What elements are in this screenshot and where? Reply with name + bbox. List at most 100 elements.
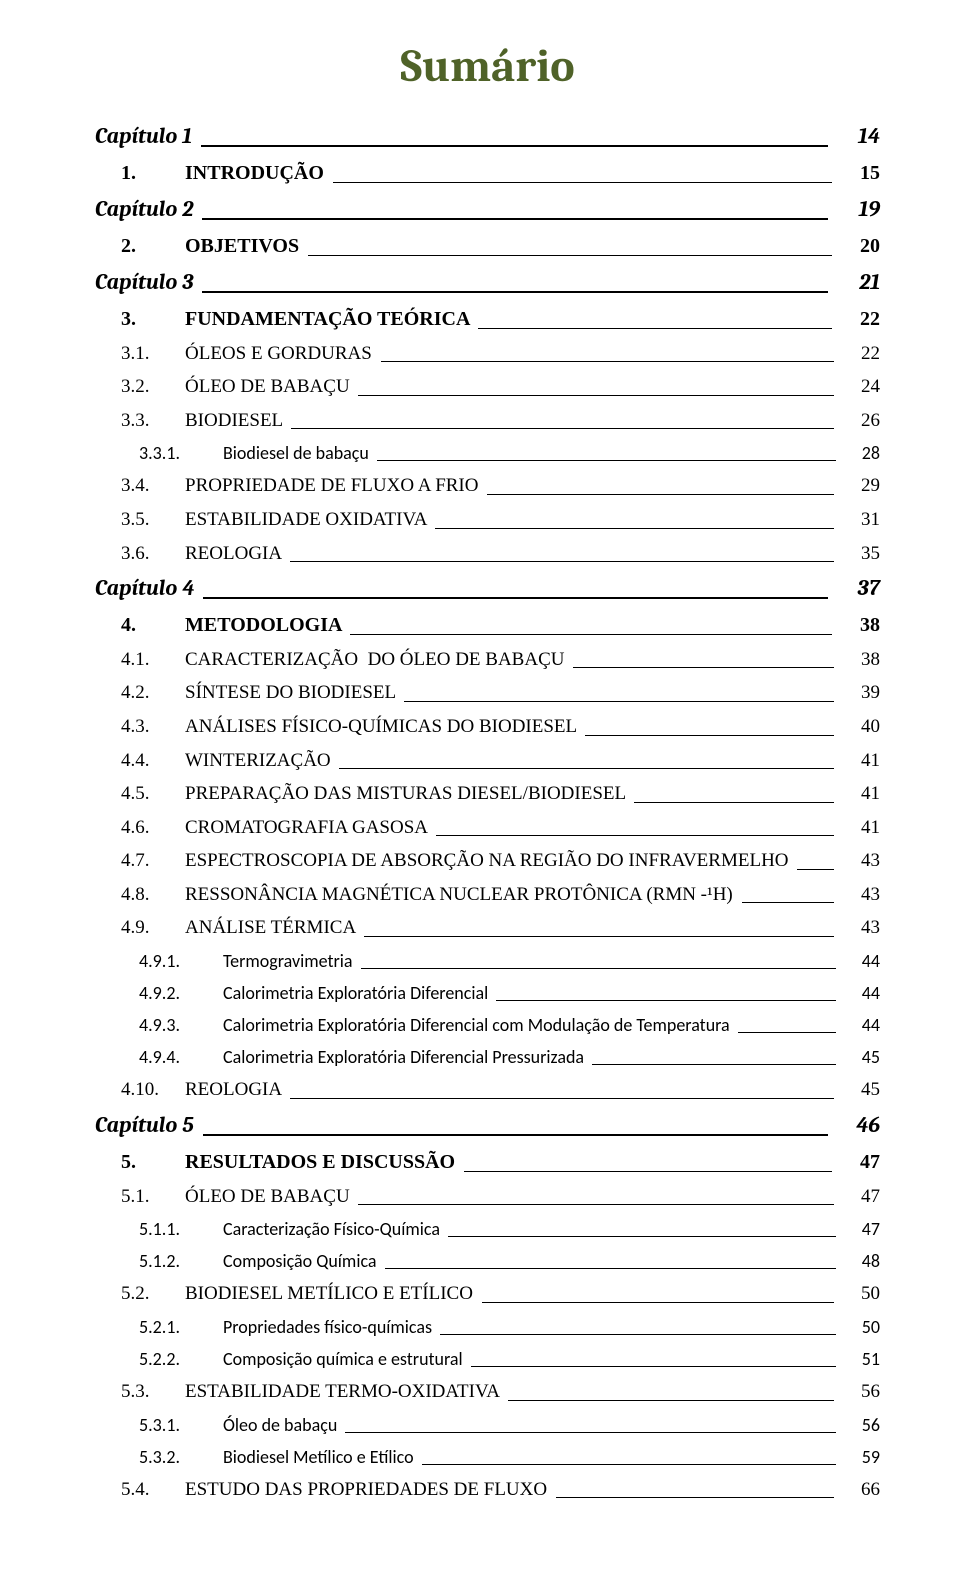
- toc-entry-page: 26: [838, 407, 880, 435]
- toc-entry-text: OBJETIVOS: [185, 235, 304, 257]
- toc-entry-label: Capítulo 2: [95, 194, 198, 226]
- toc-entry: 3.3.BIODIESEL 26: [121, 407, 880, 435]
- toc-entry-page: 14: [832, 121, 880, 153]
- toc-entry-number: 4.8.: [121, 881, 185, 909]
- toc-entry-number: 3.3.1.: [139, 440, 223, 466]
- toc-entry-page: 44: [840, 1012, 880, 1038]
- toc-entry: 4.9.2.Calorimetria Exploratória Diferenc…: [139, 980, 880, 1006]
- toc-entry-text: PREPARAÇÃO DAS MISTURAS DIESEL/BIODIESEL: [185, 783, 630, 804]
- toc-entry-label: Capítulo 5: [95, 1110, 199, 1142]
- toc-leader: [436, 835, 834, 836]
- toc-entry-page: 50: [838, 1280, 880, 1308]
- toc-entry-page: 38: [838, 646, 880, 674]
- toc-leader: [202, 218, 827, 220]
- toc-entry-text: RESSONÂNCIA MAGNÉTICA NUCLEAR PROTÔNICA …: [185, 884, 738, 905]
- toc-entry: 4.1.CARACTERIZAÇÃO DO ÓLEO DE BABAÇU 38: [121, 646, 880, 674]
- toc-leader: [385, 1268, 837, 1269]
- toc-entry-number: 1.: [121, 159, 185, 188]
- toc-leader: [350, 634, 832, 635]
- toc-entry: Capítulo 2 19: [95, 194, 880, 226]
- toc-entry-page: 51: [840, 1346, 880, 1372]
- toc-entry: 5.1.ÓLEO DE BABAÇU 47: [121, 1183, 880, 1211]
- toc-entry-text: BIODIESEL METÍLICO E ETÍLICO: [185, 1283, 478, 1304]
- toc-leader: [508, 1400, 835, 1401]
- toc-entry-number: 3.: [121, 305, 185, 334]
- toc-entry-label: 4.2.SÍNTESE DO BIODIESEL: [121, 679, 400, 707]
- toc-entry-label: 3.FUNDAMENTAÇÃO TEÓRICA: [121, 305, 474, 334]
- toc-entry: 5.RESULTADOS E DISCUSSÃO 47: [121, 1148, 880, 1177]
- toc-entry-page: 41: [838, 814, 880, 842]
- toc-entry-text: Caracterização Físico-Química: [223, 1218, 444, 1240]
- toc-entry-label: 2.OBJETIVOS: [121, 232, 304, 261]
- toc-entry-label: 5.1.2.Composição Química: [139, 1248, 381, 1274]
- toc-entry-text: FUNDAMENTAÇÃO TEÓRICA: [185, 308, 474, 330]
- toc-entry-label: 4.5.PREPARAÇÃO DAS MISTURAS DIESEL/BIODI…: [121, 780, 630, 808]
- toc-entry-number: 4.: [121, 611, 185, 640]
- toc-entry-text: REOLOGIA: [185, 1079, 286, 1100]
- toc-leader: [290, 1098, 834, 1099]
- toc-entry: 4.METODOLOGIA 38: [121, 611, 880, 640]
- toc-entry: 4.10.REOLOGIA 45: [121, 1076, 880, 1104]
- toc-entry-label: 5.3.1.Óleo de babaçu: [139, 1412, 341, 1438]
- toc-page: Sumário Capítulo 1 141.INTRODUÇÃO 15Capí…: [0, 0, 960, 1569]
- toc-entry: 4.8.RESSONÂNCIA MAGNÉTICA NUCLEAR PROTÔN…: [121, 881, 880, 909]
- toc-entry-number: 5.: [121, 1148, 185, 1177]
- toc-entry: 5.1.2.Composição Química 48: [139, 1248, 880, 1274]
- toc-leader: [464, 1171, 832, 1172]
- toc-leader: [471, 1366, 837, 1367]
- toc-entry-text: ESTUDO DAS PROPRIEDADES DE FLUXO: [185, 1479, 552, 1500]
- toc-entry-text: Biodiesel de babaçu: [223, 442, 373, 464]
- toc-entry-text: METODOLOGIA: [185, 614, 346, 636]
- toc-entry-page: 40: [838, 713, 880, 741]
- toc-leader: [364, 936, 834, 937]
- toc-entry-number: 3.5.: [121, 506, 185, 534]
- toc-entry-text: PROPRIEDADE DE FLUXO A FRIO: [185, 475, 483, 496]
- toc-entry-text: ESTABILIDADE TERMO-OXIDATIVA: [185, 1381, 504, 1402]
- toc-entry: 3.1.ÓLEOS E GORDURAS 22: [121, 340, 880, 368]
- toc-entry-page: 46: [832, 1110, 880, 1142]
- toc-entry-label: 5.3.2.Biodiesel Metílico e Etílico: [139, 1444, 418, 1470]
- toc-entry-text: ÓLEO DE BABAÇU: [185, 376, 354, 397]
- toc-entry-number: 4.1.: [121, 646, 185, 674]
- toc-entry-label: 3.6.REOLOGIA: [121, 540, 286, 568]
- toc-entry-page: 31: [838, 506, 880, 534]
- toc-entry: 5.2.1.Propriedades físico-químicas 50: [139, 1314, 880, 1340]
- toc-entry-label: 5.RESULTADOS E DISCUSSÃO: [121, 1148, 460, 1177]
- toc-entry-number: 5.4.: [121, 1476, 185, 1504]
- toc-entry-label: 4.4.WINTERIZAÇÃO: [121, 747, 335, 775]
- toc-entry-label: 3.5.ESTABILIDADE OXIDATIVA: [121, 506, 431, 534]
- toc-entry-page: 43: [838, 847, 880, 875]
- toc-leader: [448, 1236, 836, 1237]
- toc-entry: 4.5.PREPARAÇÃO DAS MISTURAS DIESEL/BIODI…: [121, 780, 880, 808]
- toc-entry-page: 38: [836, 611, 880, 640]
- toc-entry-text: CARACTERIZAÇÃO DO ÓLEO DE BABAÇU: [185, 649, 569, 670]
- toc-entry-label: Capítulo 1: [95, 121, 197, 153]
- toc-leader: [585, 735, 834, 736]
- toc-entry: 3.3.1.Biodiesel de babaçu 28: [139, 440, 880, 466]
- toc-entry: 5.3.ESTABILIDADE TERMO-OXIDATIVA 56: [121, 1378, 880, 1406]
- toc-entry-label: 3.3.1.Biodiesel de babaçu: [139, 440, 373, 466]
- toc-entry-number: 4.3.: [121, 713, 185, 741]
- toc-entry-text: RESULTADOS E DISCUSSÃO: [185, 1151, 460, 1173]
- toc-entry-page: 41: [838, 747, 880, 775]
- toc-entry-number: 5.2.: [121, 1280, 185, 1308]
- toc-entry-number: 4.6.: [121, 814, 185, 842]
- toc-entry-page: 44: [840, 980, 880, 1006]
- toc-leader: [358, 395, 834, 396]
- toc-leader: [742, 902, 835, 903]
- toc-entry: Capítulo 5 46: [95, 1110, 880, 1142]
- toc-entry-number: 3.6.: [121, 540, 185, 568]
- toc-leader: [440, 1334, 836, 1335]
- toc-leader: [333, 182, 832, 183]
- toc-entry-number: 5.2.1.: [139, 1314, 223, 1340]
- toc-entry-text: REOLOGIA: [185, 543, 286, 564]
- toc-entry: 5.4.ESTUDO DAS PROPRIEDADES DE FLUXO 66: [121, 1476, 880, 1504]
- toc-leader: [738, 1032, 837, 1033]
- toc-entry-label: 4.9.1.Termogravimetria: [139, 948, 357, 974]
- toc-entry-label: 3.4.PROPRIEDADE DE FLUXO A FRIO: [121, 472, 483, 500]
- toc-leader: [435, 528, 834, 529]
- toc-entry-text: Óleo de babaçu: [223, 1414, 341, 1436]
- toc-entry: 3.2.ÓLEO DE BABAÇU 24: [121, 373, 880, 401]
- toc-leader: [478, 328, 832, 329]
- toc-entry-page: 39: [838, 679, 880, 707]
